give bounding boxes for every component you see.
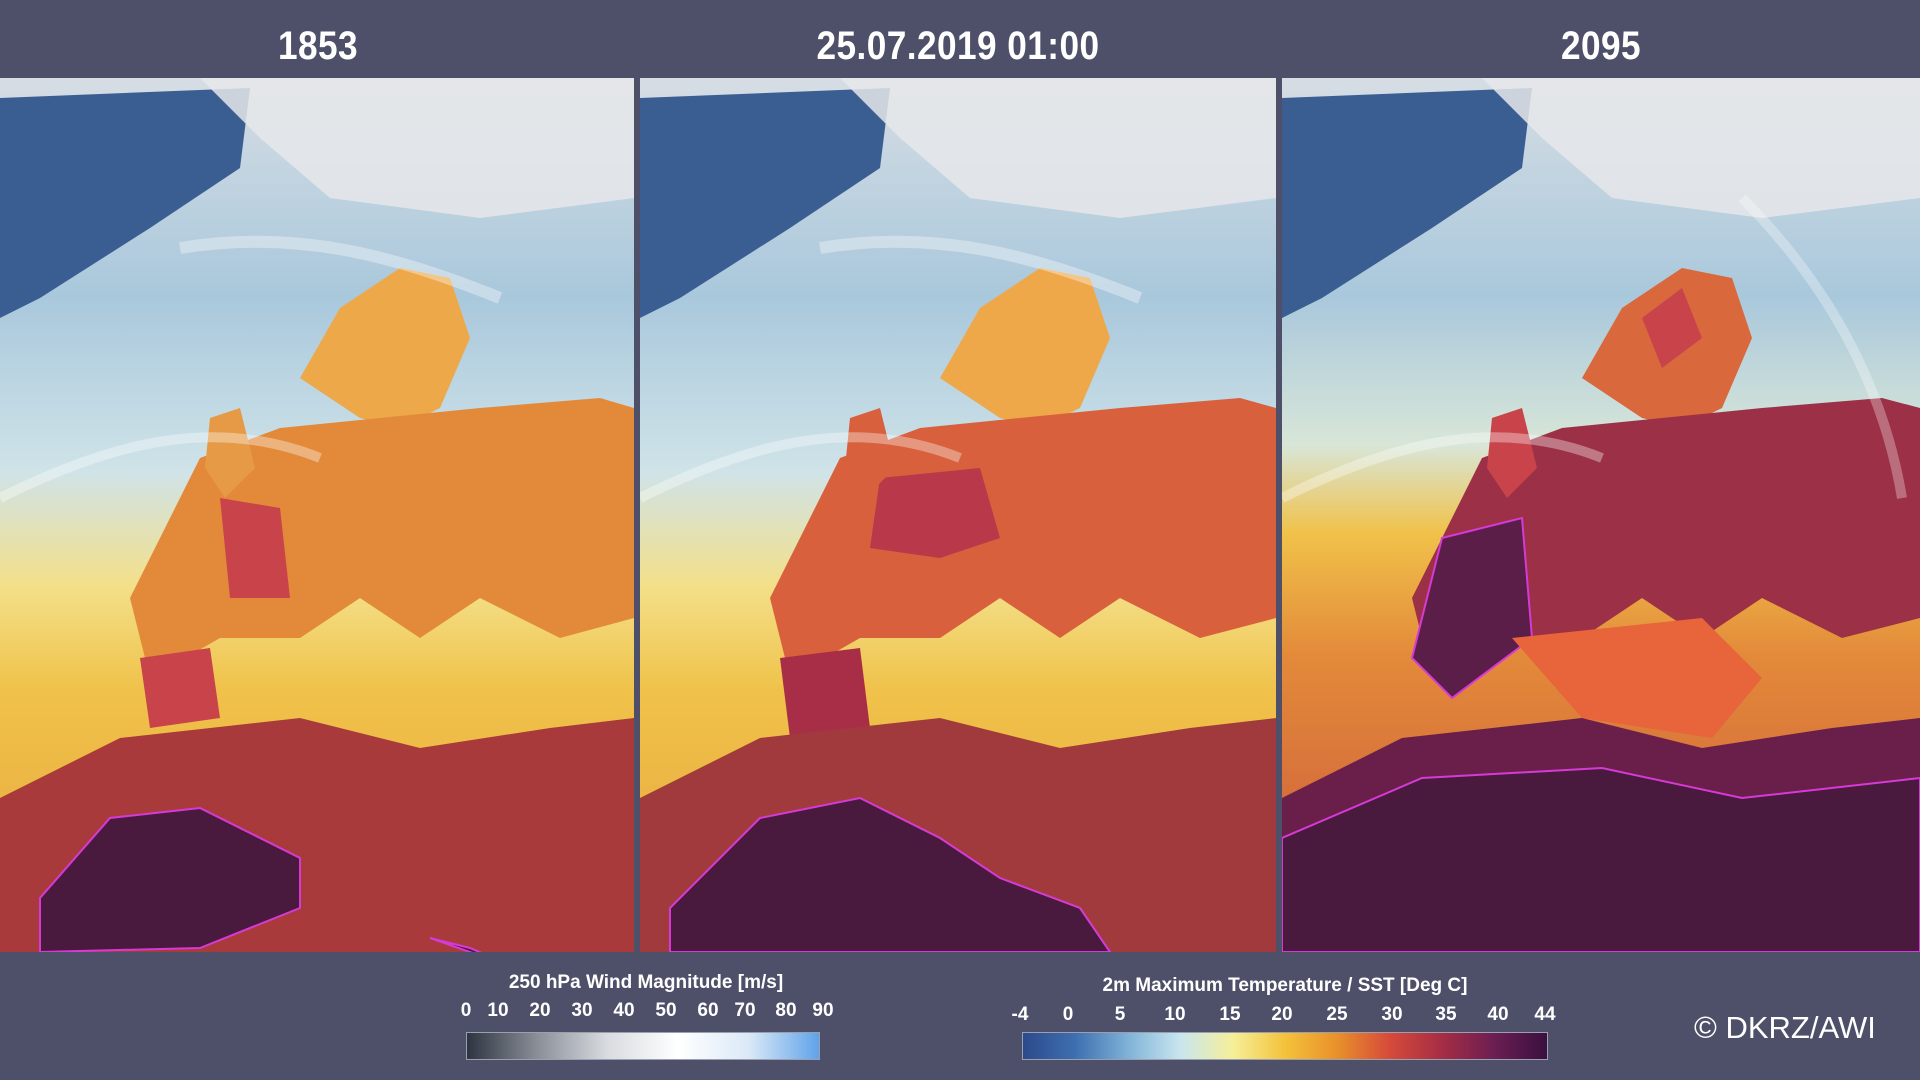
map-panel-1853: [0, 78, 634, 952]
temperature-legend-title: 2m Maximum Temperature / SST [Deg C]: [1102, 975, 1468, 996]
wind-tick: 90: [812, 1000, 834, 1021]
temperature-map-2095: [1282, 78, 1920, 952]
temp-tick: 35: [1435, 1004, 1457, 1025]
temp-tick: 0: [1062, 1004, 1074, 1025]
wind-legend-ticks: 0 10 20 30 40 50 60 70 80 90: [0, 1000, 1920, 1024]
wind-legend-title: 250 hPa Wind Magnitude [m/s]: [508, 972, 784, 993]
wind-tick: 10: [487, 1000, 509, 1021]
wind-tick: 70: [734, 1000, 756, 1021]
panel-title-2019: 25.07.2019 01:00: [816, 24, 1100, 68]
temp-tick: 40: [1487, 1004, 1509, 1025]
temperature-map-2019: [640, 78, 1276, 952]
wind-tick: 0: [460, 1000, 472, 1021]
map-panel-2019: [640, 78, 1276, 952]
wind-tick: 20: [529, 1000, 551, 1021]
temp-tick: 30: [1381, 1004, 1403, 1025]
map-panel-2095: [1282, 78, 1920, 952]
temp-tick: 44: [1534, 1004, 1556, 1025]
temp-tick: -4: [1011, 1004, 1029, 1025]
wind-tick: 60: [697, 1000, 719, 1021]
temp-tick: 25: [1326, 1004, 1348, 1025]
temp-tick: 20: [1271, 1004, 1293, 1025]
wind-tick: 40: [613, 1000, 635, 1021]
panel-title-2095: 2095: [1560, 24, 1642, 68]
temperature-legend-ticks: -4 0 5 10 15 20 25 30 35 40 44: [0, 1004, 1920, 1028]
wind-tick: 80: [775, 1000, 797, 1021]
temperature-map-1853: [0, 78, 634, 952]
temperature-colorbar: [1022, 1032, 1548, 1060]
wind-tick: 30: [571, 1000, 593, 1021]
wind-tick: 50: [655, 1000, 677, 1021]
temp-tick: 15: [1219, 1004, 1241, 1025]
temp-tick: 5: [1114, 1004, 1126, 1025]
panel-title-1853: 1853: [277, 24, 359, 68]
copyright-text: © DKRZ/AWI: [1694, 1010, 1876, 1045]
wind-colorbar: [466, 1032, 820, 1060]
temp-tick: 10: [1164, 1004, 1186, 1025]
